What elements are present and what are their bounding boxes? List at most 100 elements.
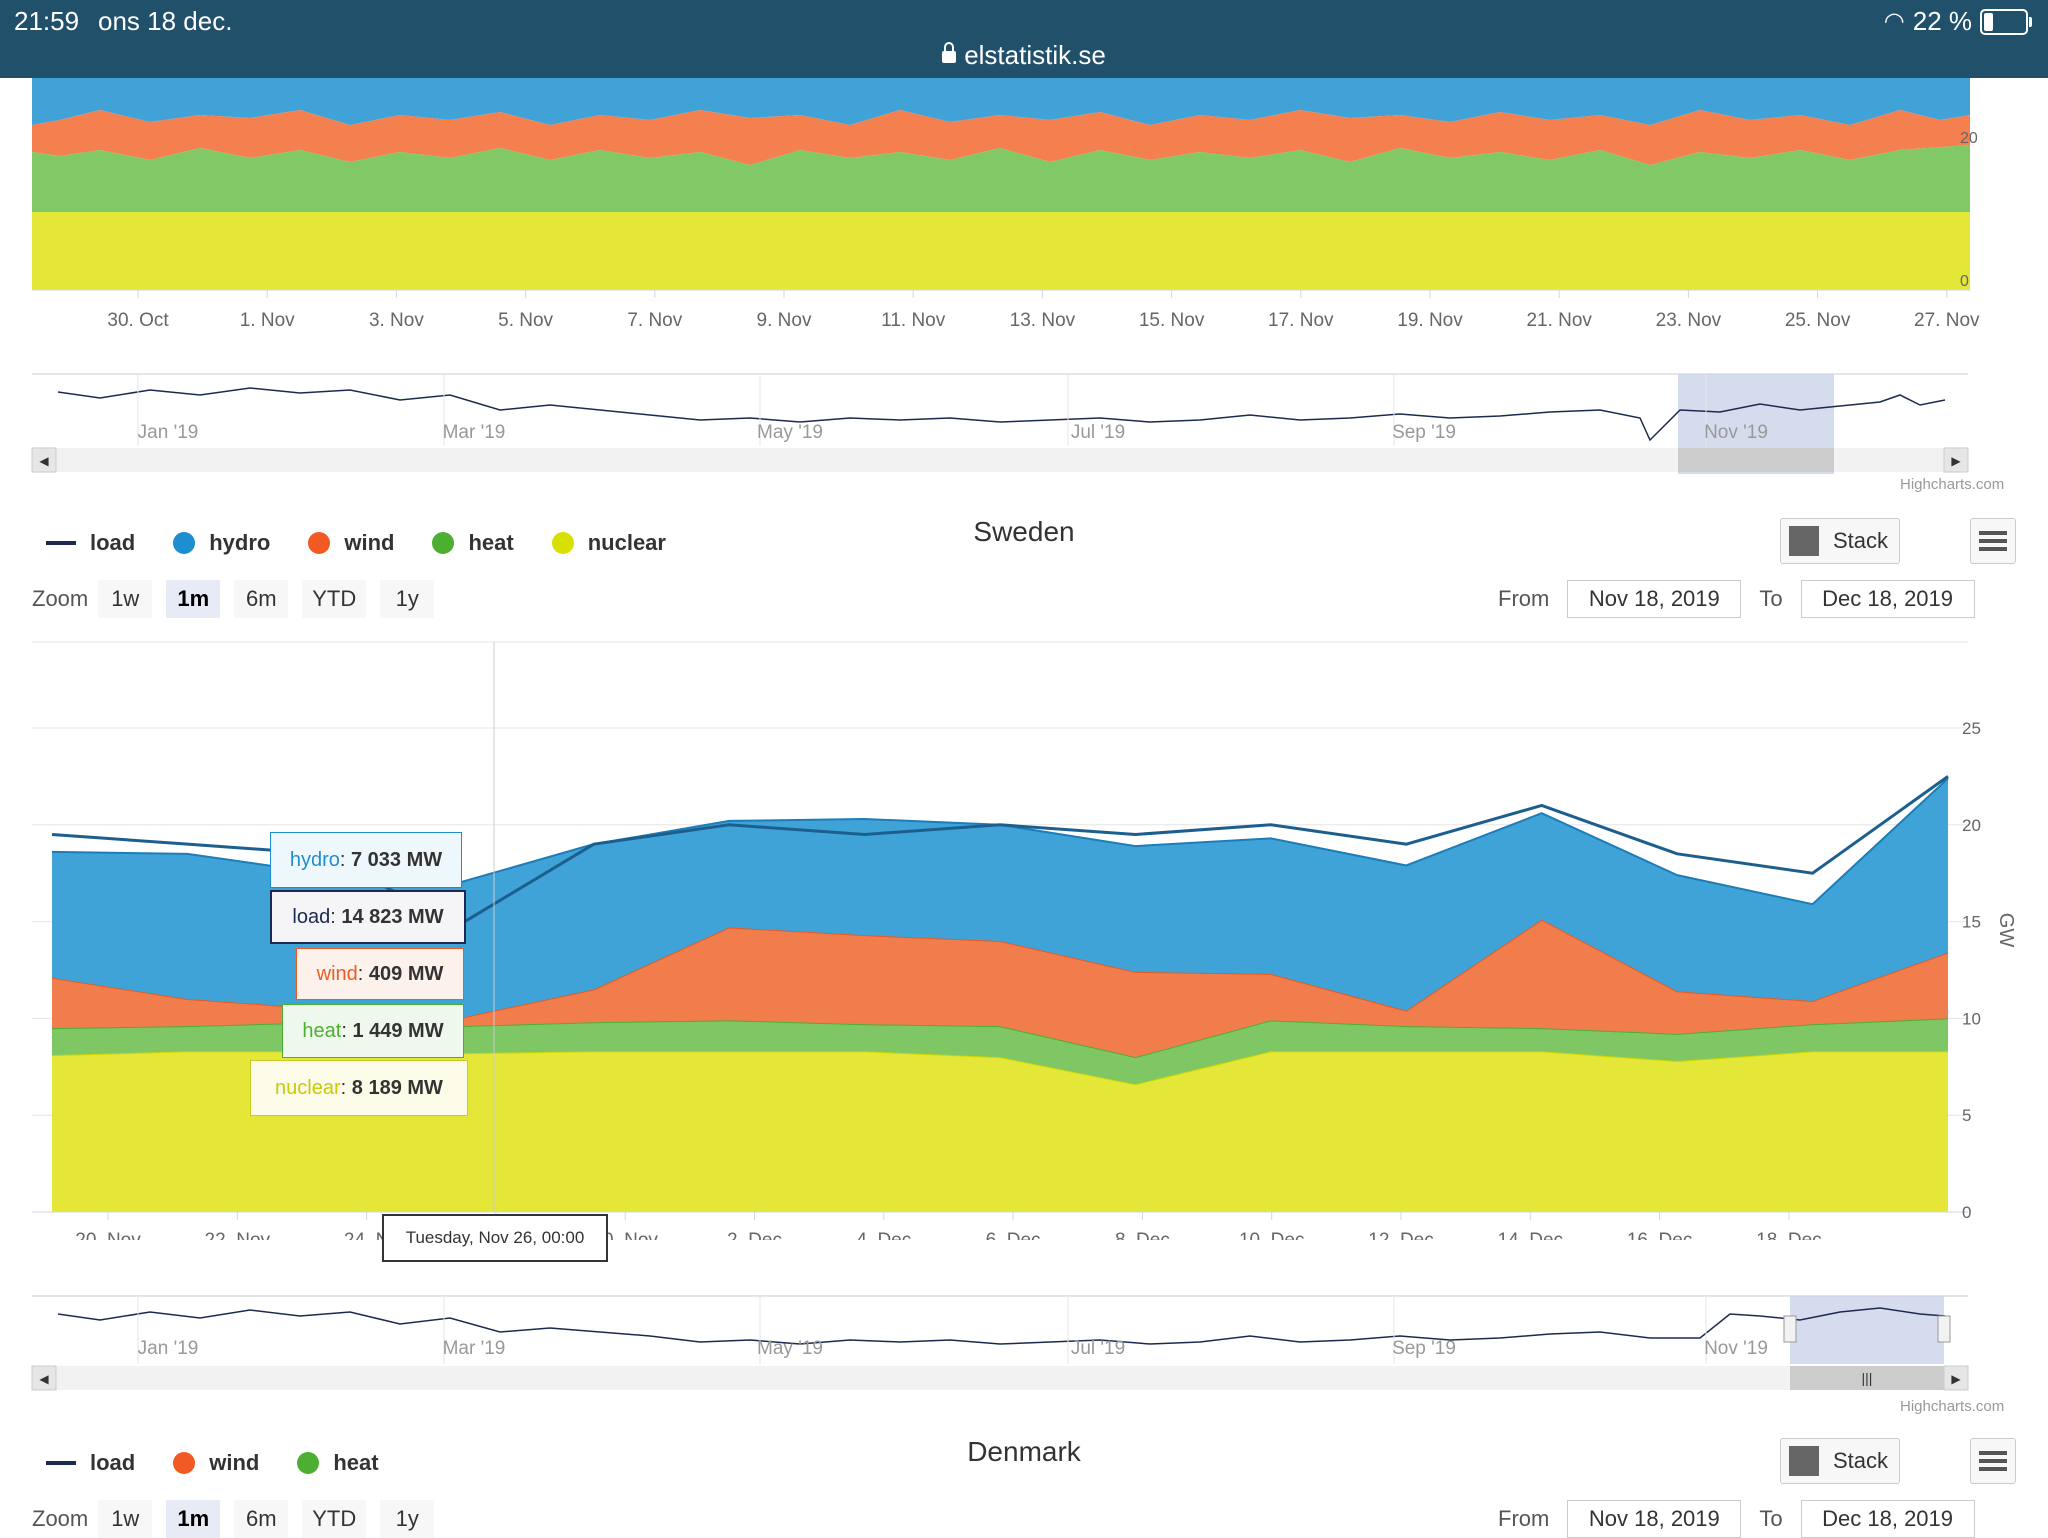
lock-icon — [942, 42, 957, 64]
top-wind-area — [32, 110, 1970, 165]
sweden-y-tick-label: 15 — [1962, 913, 1981, 932]
status-bar: 21:59 ons 18 dec. elstatistik.se ◠ 22 % — [0, 0, 2048, 78]
address-bar[interactable]: elstatistik.se — [0, 40, 2048, 71]
sweden-navigator-label: Sep '19 — [1392, 1338, 1456, 1359]
sweden-navigator-labels: Jan '19 Mar '19 May '19 Jul '19 Sep '19 Nov '… — [137, 1296, 1768, 1364]
sweden-scroll-right-button[interactable] — [1943, 1365, 1969, 1391]
tooltip-wind: wind: 409 MW — [296, 948, 464, 1000]
sweden-x-tick-label: 8. Dec — [1115, 1230, 1170, 1240]
top-scrollbar-track[interactable] — [32, 448, 1968, 472]
top-highcharts-credit[interactable]: Highcharts.com — [1900, 476, 2005, 493]
denmark-menu-button[interactable] — [1970, 1438, 2016, 1484]
denmark-legend-item-wind[interactable]: wind — [173, 1450, 259, 1476]
denmark-legend-label: load — [90, 1450, 136, 1475]
sweden-menu-button[interactable] — [1970, 518, 2016, 564]
denmark-legend-item-load[interactable]: load — [46, 1450, 135, 1476]
status-right: ◠ 22 % — [1884, 6, 2032, 37]
denmark-zoom-button-6m[interactable]: 6m — [234, 1500, 289, 1538]
denmark-stack-label: Stack — [1833, 1448, 1889, 1473]
sweden-zoom-button-1w[interactable]: 1w — [98, 580, 153, 618]
sweden-scrollbar-track[interactable] — [32, 1366, 1968, 1390]
top-x-tick-label: 1. Nov — [240, 310, 295, 331]
top-navigator-line — [57, 387, 1946, 442]
denmark-legend-label: heat — [333, 1450, 379, 1475]
sweden-from-input[interactable]: Nov 18, 2019 — [1567, 580, 1742, 618]
url-text: elstatistik.se — [964, 40, 1106, 70]
sweden-legend-item-hydro[interactable]: hydro — [173, 530, 270, 556]
sweden-x-tick-label: 2. Dec — [727, 1230, 782, 1240]
sweden-y-tick-label: 20 — [1962, 816, 1981, 835]
tooltip-nuclear: nuclear: 8 189 MW — [250, 1060, 468, 1116]
sweden-navigator[interactable]: Jan '19 Mar '19 May '19 Jul '19 Sep '19 Nov '… — [0, 1294, 2048, 1394]
sweden-navigator-selection[interactable] — [1790, 1296, 1944, 1364]
top-x-tick-label: 9. Nov — [757, 310, 812, 331]
sweden-zoom-button-6m[interactable]: 6m — [234, 580, 289, 618]
status-date: ons 18 dec. — [98, 6, 233, 36]
denmark-stack-button[interactable]: Stack — [1780, 1438, 1900, 1484]
sweden-navigator-label: May '19 — [757, 1338, 823, 1359]
sweden-area-wind — [52, 919, 1948, 1058]
denmark-zoom-button-1y[interactable]: 1y — [380, 1500, 435, 1538]
sweden-highcharts-credit[interactable]: Highcharts.com — [1900, 1398, 2005, 1415]
denmark-legend: load wind heat — [46, 1450, 417, 1476]
top-x-tick-label: 23. Nov — [1656, 310, 1722, 331]
top-x-tick-label: 30. Oct — [107, 310, 169, 331]
status-time: 21:59 — [14, 6, 80, 36]
sweden-legend-item-nuclear[interactable]: nuclear — [551, 530, 666, 556]
sweden-legend-label: wind — [344, 530, 395, 555]
sweden-x-tick-label: 14. Dec — [1498, 1230, 1563, 1240]
sweden-scroll-left-icon: ◀ — [39, 1372, 49, 1386]
sweden-range-selector: From Nov 18, 2019 To Dec 18, 2019 — [1498, 580, 1993, 618]
sweden-zoom-button-1m[interactable]: 1m — [166, 580, 221, 618]
denmark-zoom-button-ytd[interactable]: YTD — [302, 1500, 367, 1538]
sweden-zoom-button-ytd[interactable]: YTD — [302, 580, 367, 618]
tooltip-load-value: 14 823 MW — [341, 905, 444, 928]
sweden-to-label: To — [1759, 586, 1783, 611]
tooltip-load: load: 14 823 MW — [270, 890, 466, 944]
sweden-scroll-left-button[interactable] — [31, 1365, 57, 1391]
denmark-legend-item-heat[interactable]: heat — [297, 1450, 379, 1476]
sweden-legend: load hydro wind heat nuclear — [46, 530, 704, 556]
sweden-y-tick-label: 0 — [1962, 1203, 1971, 1222]
denmark-zoom-button-1w[interactable]: 1w — [98, 1500, 153, 1538]
sweden-y-tick-label: 25 — [1962, 719, 1981, 738]
sweden-y-ticks: 0 5 10 15 20 25 — [1962, 719, 1981, 1222]
top-navigator-label: Sep '19 — [1392, 422, 1456, 443]
tooltip-heat: heat: 1 449 MW — [282, 1004, 464, 1058]
top-scroll-right-button[interactable] — [1943, 447, 1969, 473]
sweden-navigator-handle-right[interactable] — [1937, 1315, 1951, 1343]
tooltip-hydro-name: hydro — [289, 848, 340, 871]
sweden-navigator-handle-left[interactable] — [1783, 1315, 1797, 1343]
sweden-legend-label: load — [90, 530, 136, 555]
sweden-legend-item-heat[interactable]: heat — [432, 530, 514, 556]
top-navigator-label: Nov '19 — [1704, 422, 1768, 443]
legend-dot-marker-icon — [308, 532, 331, 554]
sweden-legend-label: hydro — [209, 530, 271, 555]
battery-icon — [1980, 8, 2032, 35]
legend-line-marker-icon — [46, 1461, 76, 1465]
sweden-x-tick-label: 12. Dec — [1368, 1230, 1433, 1240]
denmark-to-input[interactable]: Dec 18, 2019 — [1800, 1500, 1975, 1538]
sweden-legend-item-load[interactable]: load — [46, 530, 135, 556]
sweden-stack-button[interactable]: Stack — [1780, 518, 1900, 564]
sweden-to-input[interactable]: Dec 18, 2019 — [1800, 580, 1975, 618]
sweden-stacked-areas — [51, 777, 1949, 1212]
sweden-legend-item-wind[interactable]: wind — [308, 530, 394, 556]
sweden-scrollbar-thumb[interactable] — [1790, 1366, 1944, 1390]
denmark-to-label: To — [1759, 1506, 1783, 1531]
top-hydro-area — [32, 78, 1970, 125]
tooltip-nuclear-name: nuclear — [275, 1076, 341, 1099]
top-x-tick-label: 27. Nov — [1914, 310, 1980, 331]
top-x-tick-label: 25. Nov — [1785, 310, 1851, 331]
sweden-zoom-button-1y[interactable]: 1y — [380, 580, 435, 618]
denmark-zoom-button-1m[interactable]: 1m — [166, 1500, 221, 1538]
denmark-from-input[interactable]: Nov 18, 2019 — [1567, 1500, 1742, 1538]
top-scroll-left-button[interactable] — [31, 447, 57, 473]
tooltip-wind-name: wind — [316, 962, 358, 985]
top-navigator-label: May '19 — [757, 422, 823, 443]
sweden-y-tick-label: 5 — [1962, 1106, 1971, 1125]
top-scrollbar-thumb[interactable] — [1678, 448, 1834, 472]
sweden-x-tick-label: 18. Dec — [1756, 1230, 1821, 1240]
top-x-tick-label: 15. Nov — [1139, 310, 1205, 331]
